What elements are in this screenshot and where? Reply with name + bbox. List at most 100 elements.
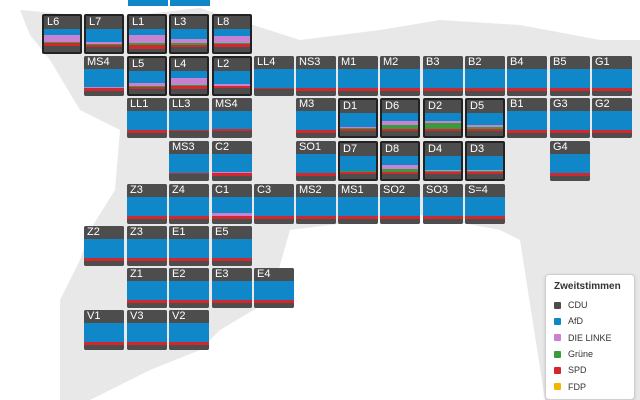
- district-tile-z4[interactable]: Z4: [169, 184, 209, 224]
- district-tile-e5[interactable]: E5: [212, 226, 252, 266]
- district-tile-ms3[interactable]: MS3: [169, 141, 209, 181]
- district-tile-z1[interactable]: Z1: [127, 268, 167, 308]
- bar-spd: [423, 215, 463, 219]
- district-tile-d7[interactable]: D7: [338, 141, 378, 181]
- district-tile-l7[interactable]: L7: [84, 14, 124, 54]
- district-tile-g2[interactable]: G2: [592, 98, 632, 138]
- legend-item-linke[interactable]: DIE LINKE: [554, 330, 626, 346]
- district-tile-z2[interactable]: Z2: [84, 226, 124, 266]
- bar-cdu: [254, 218, 294, 224]
- district-tile-l3[interactable]: L3: [169, 14, 209, 54]
- district-tile-d4[interactable]: D4: [423, 141, 463, 181]
- district-tile-e4[interactable]: E4: [254, 268, 294, 308]
- district-tile-ll3[interactable]: LL3: [169, 98, 209, 138]
- district-tile-so2[interactable]: SO2: [380, 184, 420, 224]
- district-tile-b5[interactable]: B5: [550, 56, 590, 96]
- bar-afd: [129, 29, 165, 35]
- vote-share-bars: [254, 69, 294, 96]
- district-tile-l5[interactable]: L5: [127, 56, 167, 96]
- bar-spd: [169, 299, 209, 303]
- bar-gruene: [382, 168, 418, 173]
- district-tile-g4[interactable]: G4: [550, 141, 590, 181]
- bar-afd: [169, 281, 209, 300]
- bar-spd: [84, 257, 124, 261]
- vote-share-bars: [423, 69, 463, 96]
- district-tile-ll4[interactable]: LL4: [254, 56, 294, 96]
- bar-gruene: [425, 170, 461, 173]
- district-tile-c1[interactable]: C1: [212, 184, 252, 224]
- district-label: M2: [380, 56, 420, 69]
- district-tile-s=4[interactable]: S=4: [465, 184, 505, 224]
- district-tile-ms4[interactable]: MS4: [212, 98, 252, 138]
- district-tile-m2[interactable]: M2: [380, 56, 420, 96]
- district-label: E5: [212, 226, 252, 239]
- district-tile-b1[interactable]: B1: [507, 98, 547, 138]
- district-tile-c3[interactable]: C3: [254, 184, 294, 224]
- vote-share-bars: [44, 29, 80, 52]
- district-tile-ms1[interactable]: MS1: [338, 184, 378, 224]
- district-tile-d2[interactable]: D2: [423, 98, 463, 138]
- district-tile-e3[interactable]: E3: [212, 268, 252, 308]
- bar-afd: [380, 197, 420, 216]
- bar-afd: [171, 71, 207, 78]
- district-tile-l6[interactable]: L6: [42, 14, 82, 54]
- district-tile-ms4[interactable]: MS4: [84, 56, 124, 96]
- district-tile-l2[interactable]: L2: [212, 56, 252, 96]
- bar-spd: [169, 129, 209, 132]
- bar-cdu: [296, 90, 336, 96]
- district-tile-l4[interactable]: L4: [169, 56, 209, 96]
- legend-item-afd[interactable]: AfD: [554, 313, 626, 329]
- vote-share-bars: [254, 197, 294, 224]
- district-tile-v2[interactable]: V2: [169, 310, 209, 350]
- district-tile-v3[interactable]: V3: [127, 310, 167, 350]
- district-label: D7: [340, 143, 376, 156]
- legend-item-fdp[interactable]: FDP: [554, 378, 626, 394]
- vote-share-bars: [212, 197, 252, 224]
- district-tile-d3[interactable]: D3: [465, 141, 505, 181]
- district-tile-d5[interactable]: D5: [465, 98, 505, 138]
- vote-share-bars: [340, 113, 376, 136]
- district-tile-d8[interactable]: D8: [380, 141, 420, 181]
- district-tile-e1[interactable]: E1: [169, 226, 209, 266]
- district-tile-v1[interactable]: V1: [84, 310, 124, 350]
- district-tile-g1[interactable]: G1: [592, 56, 632, 96]
- district-label: MS4: [212, 98, 252, 111]
- district-label: L1: [129, 16, 165, 29]
- district-tile-ms2[interactable]: MS2: [296, 184, 336, 224]
- bar-spd: [169, 257, 209, 261]
- district-tile-m3[interactable]: M3: [296, 98, 336, 138]
- district-tile-l8[interactable]: L8: [212, 14, 252, 54]
- legend-item-cdu[interactable]: CDU: [554, 297, 626, 313]
- district-tile-ns3[interactable]: NS3: [296, 56, 336, 96]
- district-tile-z3[interactable]: Z3: [127, 226, 167, 266]
- district-tile-so3[interactable]: SO3: [423, 184, 463, 224]
- district-tile-b4[interactable]: B4: [507, 56, 547, 96]
- district-tile-d1[interactable]: D1: [338, 98, 378, 138]
- district-tile-m1[interactable]: M1: [338, 56, 378, 96]
- district-tile-g3[interactable]: G3: [550, 98, 590, 138]
- bar-cdu: [129, 89, 165, 94]
- legend-swatch: [554, 366, 561, 374]
- legend-item-gruene[interactable]: Grüne: [554, 346, 626, 362]
- district-label: D1: [340, 100, 376, 113]
- district-tile-l1[interactable]: L1: [127, 14, 167, 54]
- district-tile-e2[interactable]: E2: [169, 268, 209, 308]
- district-tile-d6[interactable]: D6: [380, 98, 420, 138]
- top-edge-tile: [170, 0, 210, 6]
- bar-spd: [214, 85, 250, 89]
- district-tile-b3[interactable]: B3: [423, 56, 463, 96]
- vote-share-bars: [171, 29, 207, 52]
- bar-cdu: [212, 131, 252, 138]
- bar-afd: [212, 197, 252, 214]
- legend-item-spd[interactable]: SPD: [554, 362, 626, 378]
- district-tile-z3[interactable]: Z3: [127, 184, 167, 224]
- bar-afd: [340, 156, 376, 171]
- district-tile-ll1[interactable]: LL1: [127, 98, 167, 138]
- bar-cdu: [423, 218, 463, 224]
- district-label: Z2: [84, 226, 124, 239]
- district-tile-c2[interactable]: C2: [212, 141, 252, 181]
- bar-spd: [338, 215, 378, 219]
- bar-afd: [550, 111, 590, 130]
- district-tile-b2[interactable]: B2: [465, 56, 505, 96]
- district-tile-so1[interactable]: SO1: [296, 141, 336, 181]
